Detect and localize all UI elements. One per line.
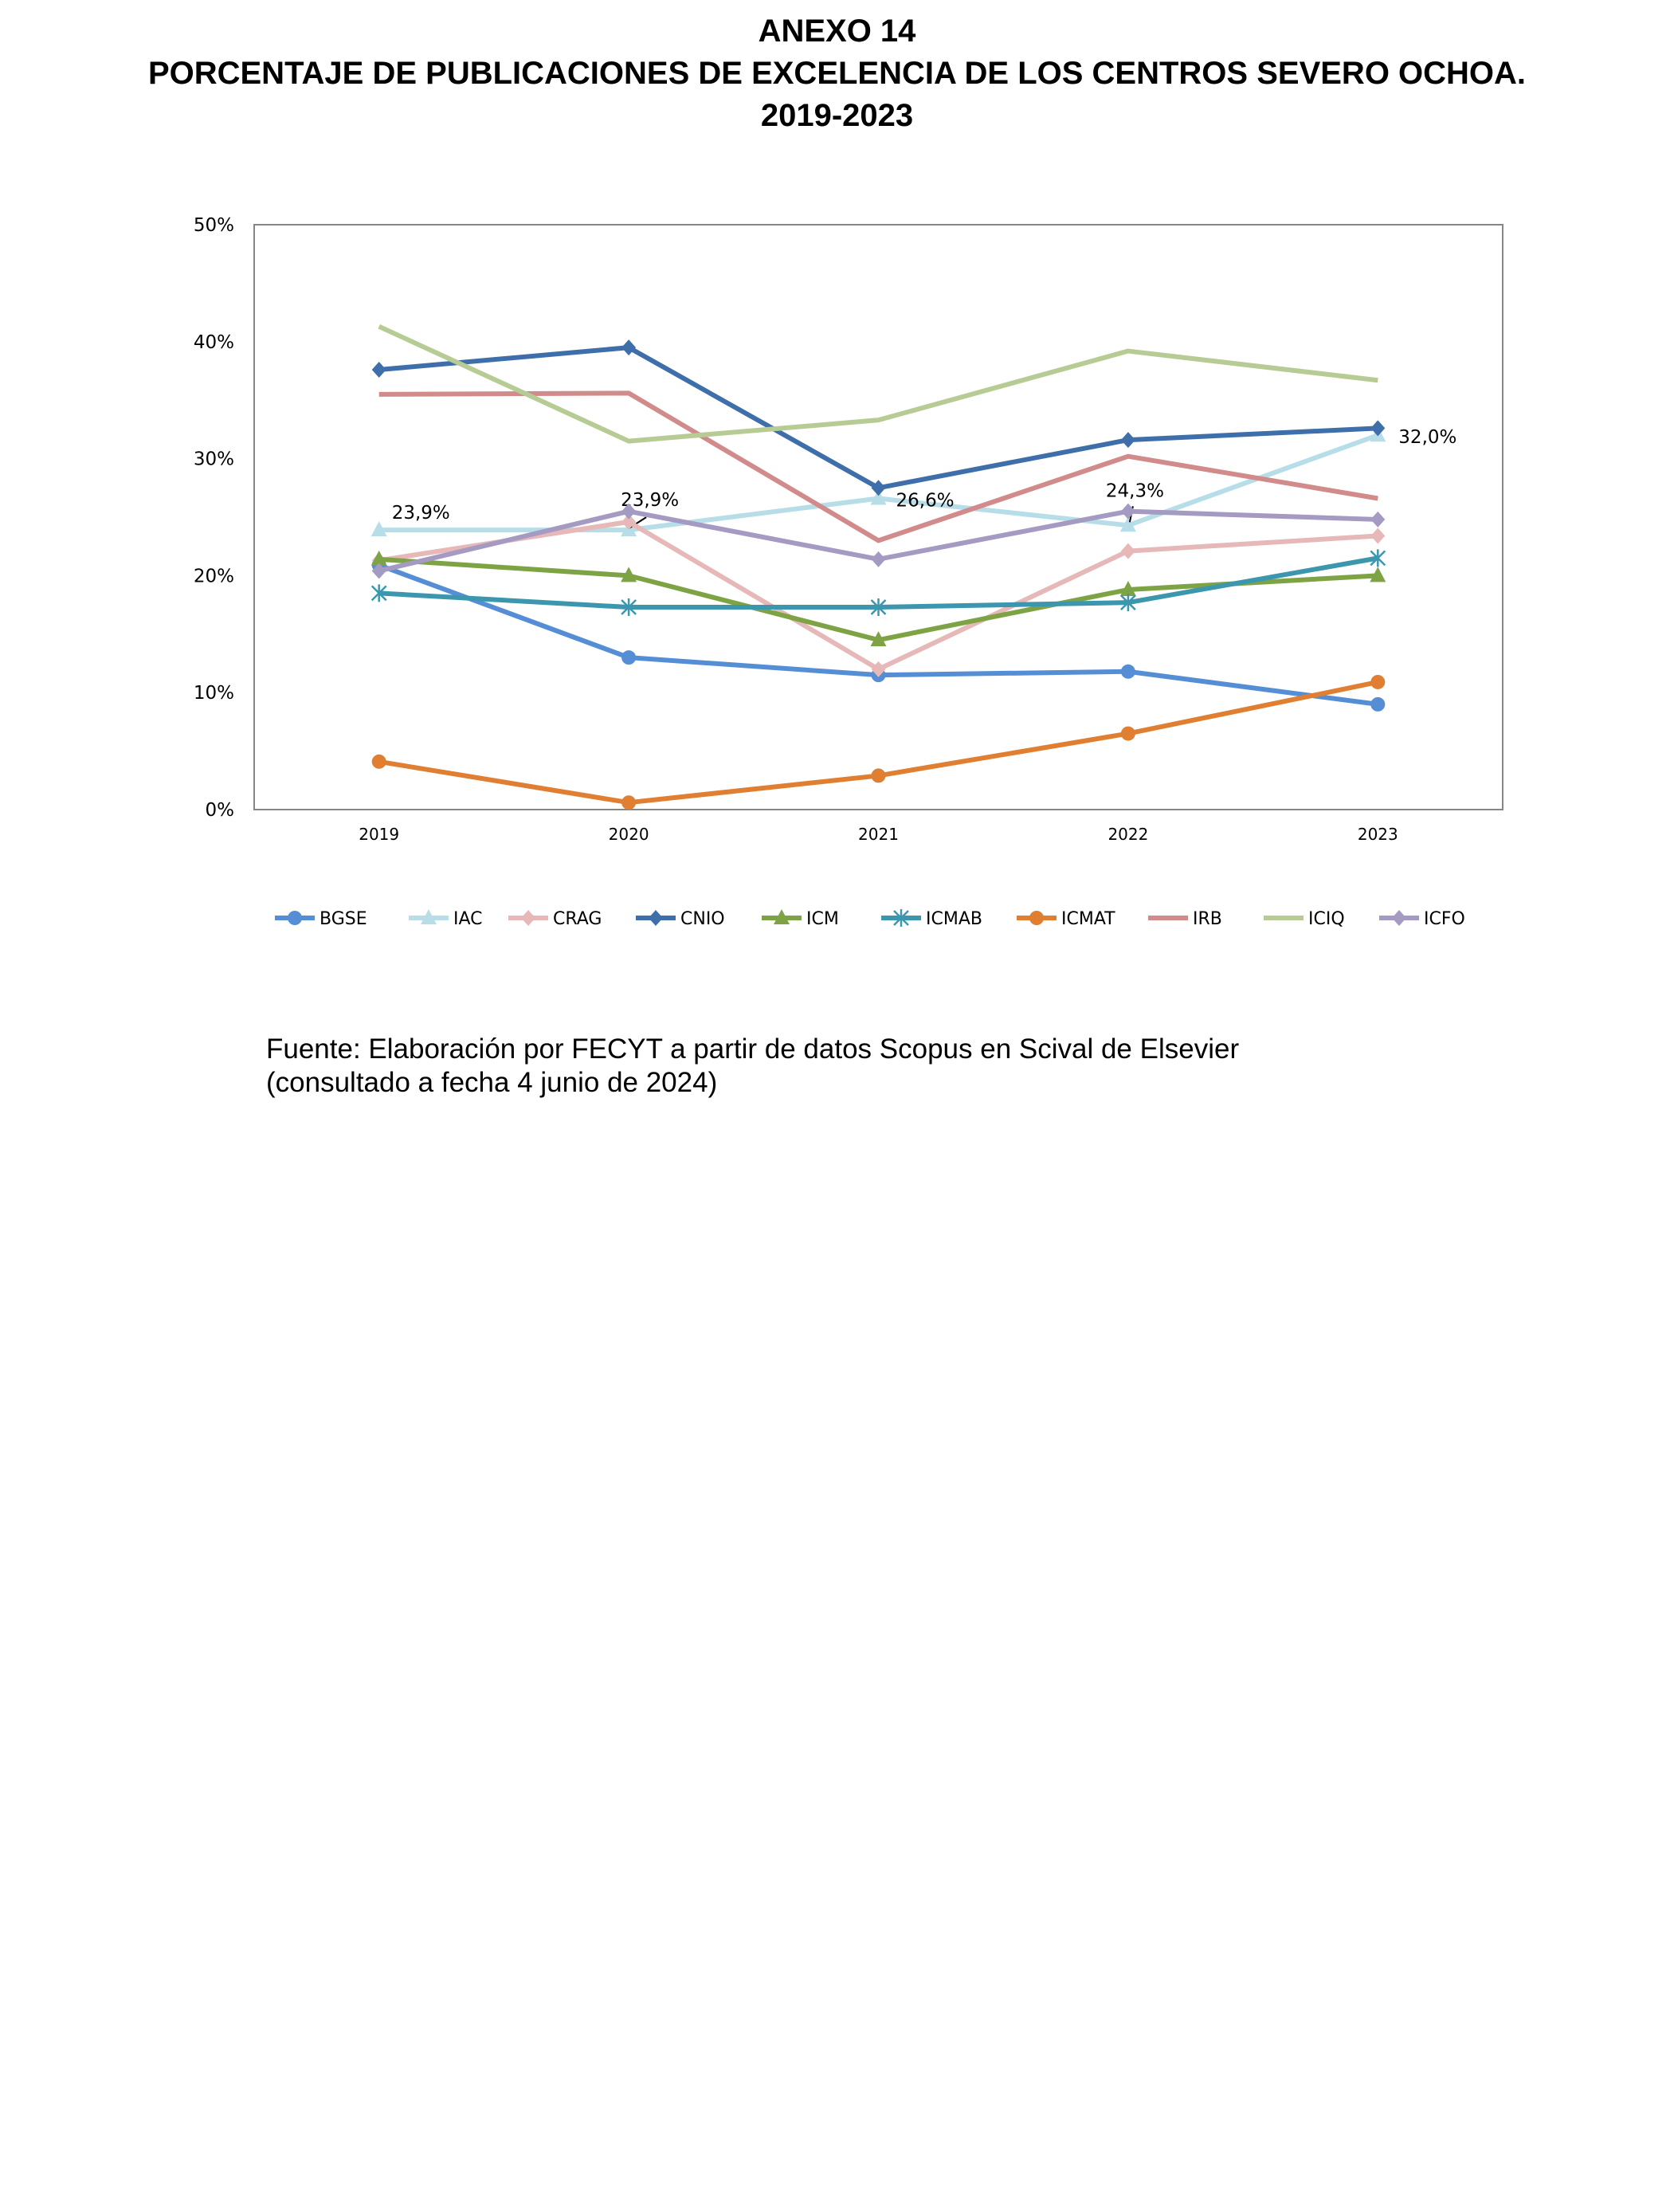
legend-marker bbox=[774, 909, 790, 924]
data-point bbox=[371, 563, 386, 579]
legend-marker bbox=[1392, 910, 1406, 926]
data-point bbox=[871, 551, 886, 567]
data-point bbox=[621, 650, 637, 665]
legend-item-crag: CRAG bbox=[508, 909, 602, 929]
data-point bbox=[1370, 674, 1386, 689]
legend-item-iciq: ICIQ bbox=[1264, 909, 1345, 929]
y-tick-label: 20% bbox=[194, 566, 234, 586]
legend-label: ICIQ bbox=[1308, 909, 1345, 929]
legend-item-irb: IRB bbox=[1148, 909, 1222, 929]
data-point bbox=[1120, 726, 1135, 741]
x-tick-label: 2019 bbox=[359, 825, 399, 844]
y-tick-label: 10% bbox=[194, 683, 234, 704]
legend-item-bgse: BGSE bbox=[275, 909, 367, 929]
legend-item-icmab: ICMAB bbox=[881, 909, 982, 929]
data-label: 32,0% bbox=[1398, 427, 1456, 448]
legend-label: IAC bbox=[453, 909, 483, 929]
legend-label: ICMAB bbox=[926, 909, 982, 929]
y-tick-label: 50% bbox=[194, 215, 234, 236]
legend-marker bbox=[1029, 911, 1044, 925]
data-point bbox=[1120, 594, 1136, 612]
legend-marker bbox=[421, 909, 437, 924]
data-point bbox=[621, 598, 637, 617]
data-point bbox=[370, 584, 387, 602]
series-icfo bbox=[371, 503, 1386, 579]
legend-marker bbox=[521, 910, 535, 926]
series-iciq bbox=[378, 324, 1378, 444]
data-label: 23,9% bbox=[392, 503, 450, 524]
x-tick-label: 2023 bbox=[1358, 825, 1398, 844]
series-line bbox=[378, 390, 1378, 543]
data-label: 24,3% bbox=[1106, 480, 1164, 501]
legend-marker bbox=[649, 910, 663, 926]
data-point bbox=[1120, 664, 1135, 679]
data-point bbox=[371, 362, 386, 378]
data-point bbox=[1119, 516, 1136, 532]
data-point bbox=[1370, 567, 1386, 582]
legend-item-iac: IAC bbox=[409, 909, 483, 929]
source-line-1: Fuente: Elaboración por FECYT a partir d… bbox=[266, 1033, 1240, 1065]
data-point bbox=[1370, 511, 1386, 528]
chart-title: PORCENTAJE DE PUBLICACIONES DE EXCELENCI… bbox=[147, 56, 1527, 91]
data-point bbox=[870, 631, 887, 647]
chart-period: 2019-2023 bbox=[760, 98, 914, 133]
data-point bbox=[1370, 528, 1386, 544]
data-point bbox=[1120, 432, 1135, 449]
data-point bbox=[1370, 420, 1386, 437]
series-cnio bbox=[371, 339, 1386, 496]
legend-item-icm: ICM bbox=[762, 909, 839, 929]
data-point bbox=[371, 754, 386, 769]
data-point bbox=[1120, 503, 1135, 520]
legend-label: BGSE bbox=[320, 909, 367, 929]
series-irb bbox=[378, 390, 1378, 543]
series-icm bbox=[370, 550, 1386, 647]
data-point bbox=[1370, 549, 1386, 567]
annex-title: ANEXO 14 bbox=[758, 14, 916, 49]
x-tick-label: 2021 bbox=[858, 825, 899, 844]
x-tick-label: 2020 bbox=[609, 825, 649, 844]
legend-label: ICM bbox=[806, 909, 839, 929]
legend-label: ICFO bbox=[1424, 909, 1465, 929]
legend-label: ICMAT bbox=[1061, 909, 1115, 929]
y-tick-label: 0% bbox=[206, 800, 235, 821]
legend-item-icfo: ICFO bbox=[1379, 909, 1465, 929]
legend: BGSE IAC CRAG CNIO ICM ICMAB ICMAT IRB ICIQ ICFO bbox=[275, 909, 1465, 929]
data-point bbox=[870, 489, 887, 505]
data-point bbox=[370, 550, 387, 566]
series-icmat bbox=[371, 674, 1386, 810]
data-point bbox=[1119, 581, 1136, 597]
legend-label: CRAG bbox=[553, 909, 602, 929]
legend-marker bbox=[893, 909, 909, 927]
legend-item-icmat: ICMAT bbox=[1017, 909, 1115, 929]
data-point bbox=[1370, 696, 1386, 712]
legend-label: CNIO bbox=[680, 909, 725, 929]
y-tick-label: 40% bbox=[194, 332, 234, 353]
data-point bbox=[621, 339, 637, 356]
data-point bbox=[871, 480, 886, 496]
y-tick-label: 30% bbox=[194, 449, 234, 470]
legend-label: IRB bbox=[1193, 909, 1222, 929]
series-line bbox=[378, 324, 1378, 444]
data-point bbox=[621, 795, 637, 810]
data-point bbox=[1120, 543, 1135, 559]
leader-line bbox=[628, 516, 647, 529]
data-label: 26,6% bbox=[896, 491, 955, 512]
line-chart: 0% 10% 20% 30% 40% 50% 2019 2020 2021 2022 2023 23,… bbox=[194, 215, 1503, 929]
data-point bbox=[871, 768, 886, 783]
data-point bbox=[870, 598, 887, 617]
data-point bbox=[621, 513, 637, 530]
data-point bbox=[621, 503, 637, 520]
data-point bbox=[370, 521, 387, 537]
data-point bbox=[621, 567, 637, 582]
data-point bbox=[871, 661, 886, 677]
legend-item-cnio: CNIO bbox=[636, 909, 725, 929]
x-tick-label: 2022 bbox=[1108, 825, 1148, 844]
source-line-2: (consultado a fecha 4 junio de 2024) bbox=[266, 1067, 718, 1098]
legend-marker bbox=[288, 911, 302, 925]
series-icmab bbox=[370, 549, 1386, 617]
